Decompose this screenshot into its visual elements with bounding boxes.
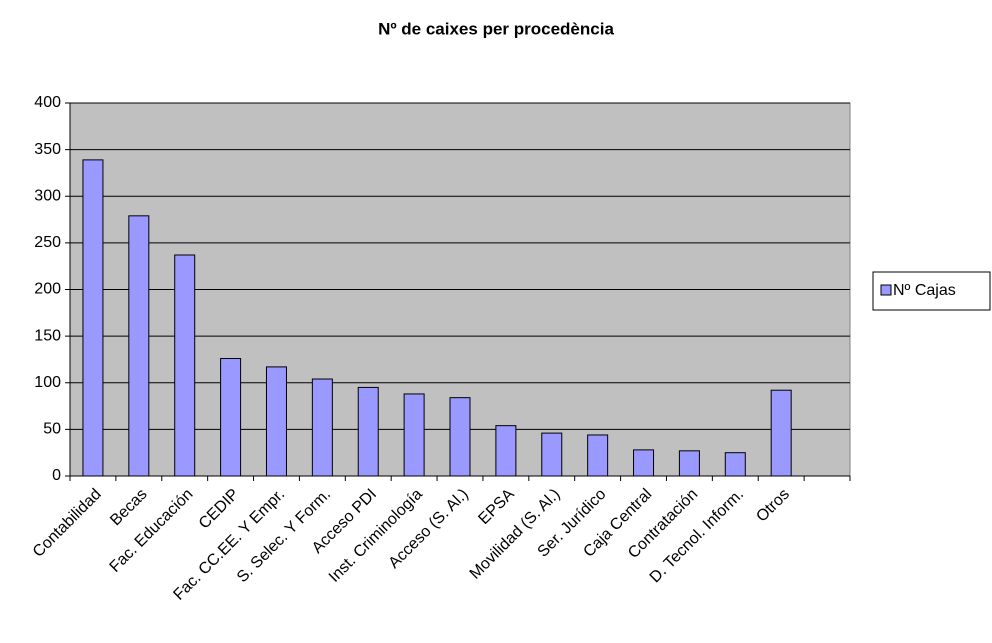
bar [174,254,196,477]
legend-swatch [880,284,892,296]
y-tick-label: 200 [34,281,61,298]
bar [587,434,609,477]
y-tick-label: 0 [52,467,61,484]
bar [541,432,563,477]
y-tick-label: 150 [34,327,61,344]
x-tick-label: Becas [107,486,150,529]
bar [311,378,333,477]
y-tick-label: 50 [43,421,61,438]
legend [872,271,991,311]
legend-label: Nº Cajas [893,282,956,299]
y-tick-label: 400 [34,94,61,111]
bar [128,215,150,477]
bar [633,449,655,477]
bar [495,425,517,477]
y-tick-label: 350 [34,141,61,158]
bar [724,452,746,477]
y-tick-label: 100 [34,374,61,391]
x-tick-label: Fac. Educación [107,486,197,576]
bar [449,397,471,477]
chart-title: Nº de caixes per procedència [378,19,614,38]
x-tick-label: Acceso (S. Al.) [386,486,472,572]
x-tick-label: EPSA [475,486,517,528]
x-tick-label: Otros [753,486,793,526]
bar [770,389,792,477]
bar [82,159,104,477]
bar [357,386,379,477]
bar [678,450,700,477]
bar [220,358,242,477]
x-tick-label: Contabilidad [30,486,105,561]
y-tick-label: 300 [34,187,61,204]
y-tick-label: 250 [34,234,61,251]
bar [265,366,287,477]
bar [403,393,425,477]
